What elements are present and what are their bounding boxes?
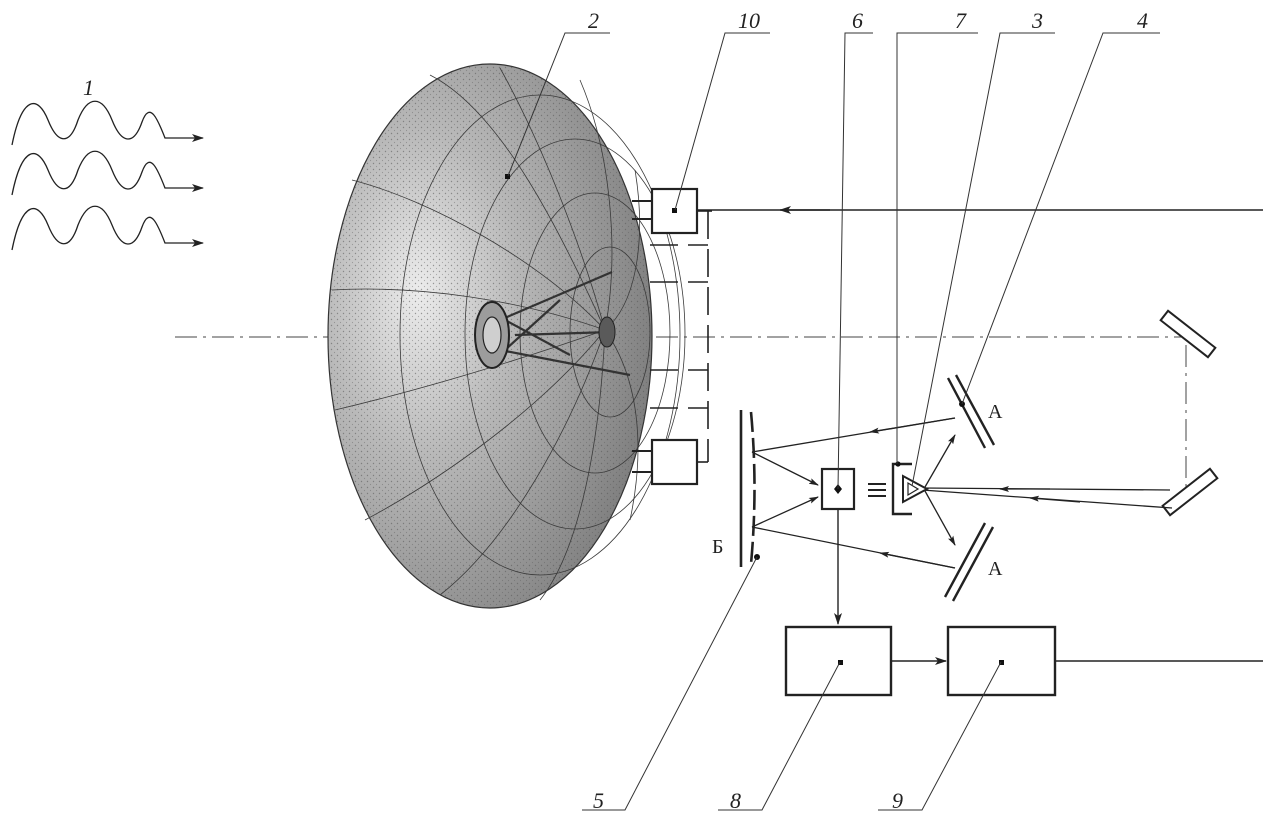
dish-marker-point [505,174,510,179]
drive-block-10-marker [672,208,677,213]
input-beams [921,486,1173,509]
label-10: 10 [738,8,760,33]
subreflector-struts [499,270,631,377]
label-3: 3 [1031,8,1043,33]
screen-b-curved [749,411,756,565]
leader-4 [961,32,1160,405]
label-a-lower: А [988,558,1003,580]
drive-block-lower [650,438,699,486]
mirror-a-lower [943,522,987,598]
mirror-a-upper [946,377,987,449]
dish-vertex-hub [598,316,616,348]
dish-drive-assembly [632,187,712,486]
leader-10 [674,32,770,211]
leader-8 [718,661,841,811]
leader-3 [911,32,1055,487]
incoming-radiation-waves [11,100,204,251]
parabolic-dish-antenna [327,63,686,609]
output-9-marker [999,660,1004,665]
label-7: 7 [955,8,967,33]
screen-b [739,410,756,567]
mirrors-a [943,374,996,602]
periscope-mirror-bottom [1161,467,1219,517]
dish-radial-seams [331,67,640,601]
leader-lines [507,32,1160,811]
label-b: Б [712,536,723,558]
wave-bottom [11,205,204,251]
dashed-link-lines [650,210,712,463]
leader-9 [878,661,1002,811]
leader-2 [507,32,610,177]
label-6: 6 [852,8,863,33]
mirror-a-upper-2 [954,374,996,446]
label-8: 8 [730,788,741,813]
leader-5 [582,556,758,811]
label-4: 4 [1137,8,1148,33]
leader-6 [837,32,873,490]
subreflector-inner [482,316,502,354]
coupling-lines [868,483,886,497]
label-9: 9 [892,788,903,813]
label-1: 1 [83,75,94,100]
label-5: 5 [593,788,604,813]
wave-middle [11,150,204,196]
split-beams [751,417,956,569]
label-a-upper: А [988,401,1003,423]
beam-splitter-assembly [868,461,930,516]
label-2: 2 [588,8,599,33]
periscope-mirror-top [1159,309,1217,359]
prism-3-inner [907,481,920,497]
mirror-a-lower-2 [951,526,995,602]
wave-top [11,100,204,146]
holder-7-marker [895,461,901,467]
splitter-holder-7 [891,462,912,516]
processor-8-marker [838,660,843,665]
leader-7 [896,32,978,464]
